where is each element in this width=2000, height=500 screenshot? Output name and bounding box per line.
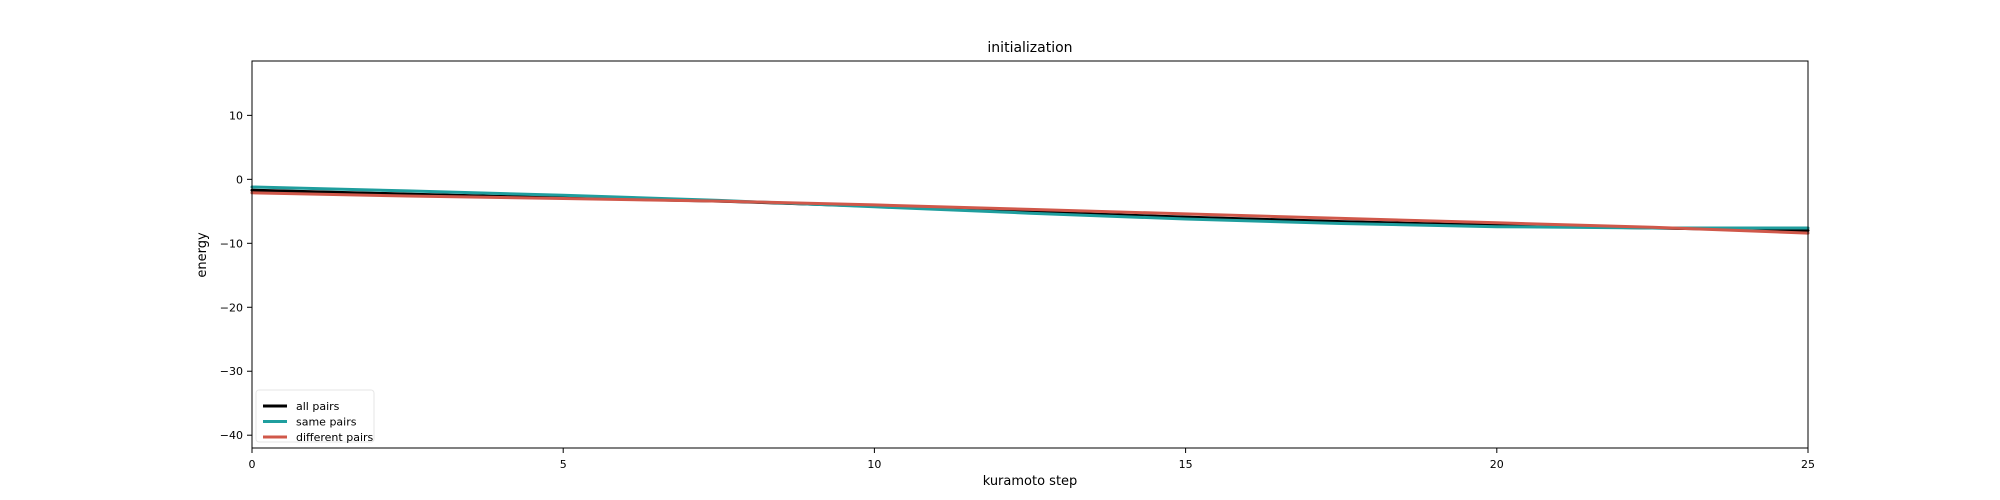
y-axis: 10 0 −10 −20 −30 −40 [220, 109, 252, 442]
y-tick-label: −40 [220, 429, 243, 442]
legend-label: all pairs [296, 400, 340, 413]
series-line-3 [250, 191, 1810, 235]
plot-frame [251, 60, 1809, 449]
legend-frame [255, 389, 375, 443]
y-tick-label: −10 [220, 237, 243, 250]
legend-label: different pairs [296, 431, 374, 444]
y-tick-label: −20 [220, 301, 243, 314]
x-tick-label: 0 [249, 458, 256, 471]
series-group [250, 185, 1810, 235]
x-axis-label: kuramoto step [983, 474, 1078, 489]
x-tick-label: 10 [867, 458, 881, 471]
x-tick-label: 5 [560, 458, 567, 471]
series-line-2 [250, 185, 1810, 230]
y-tick-label: −30 [220, 365, 243, 378]
plot-area [250, 60, 1810, 449]
y-tick-label: 10 [229, 109, 243, 122]
chart-title: initialization [987, 40, 1072, 56]
y-tick-label: 0 [236, 173, 243, 186]
x-axis: 0 5 10 15 20 25 [249, 448, 1815, 471]
legend: all pairs same pairs different pairs [255, 389, 375, 444]
x-tick-label: 15 [1179, 458, 1193, 471]
x-tick-label: 25 [1801, 458, 1815, 471]
y-axis-label: energy [195, 232, 210, 278]
legend-label: same pairs [296, 416, 357, 429]
x-tick-label: 20 [1490, 458, 1504, 471]
